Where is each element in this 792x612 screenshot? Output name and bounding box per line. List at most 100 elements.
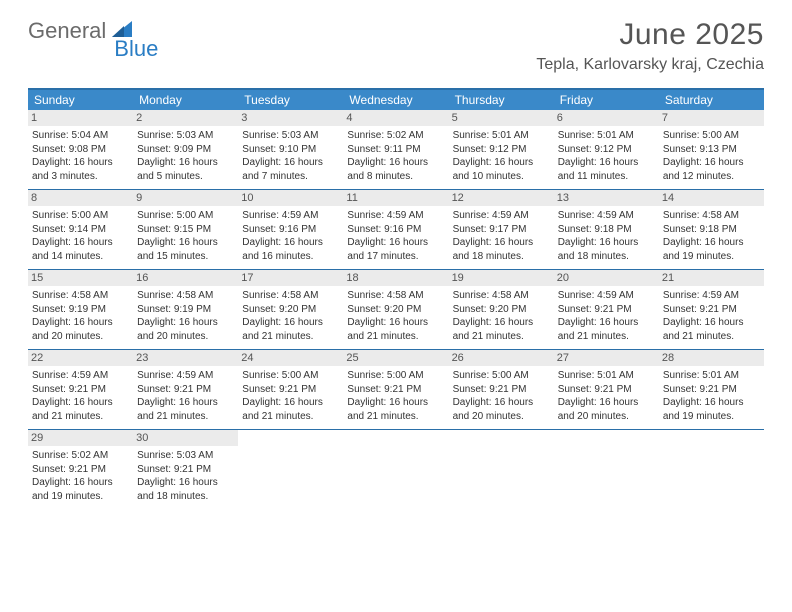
calendar-cell: 12Sunrise: 4:59 AMSunset: 9:17 PMDayligh… [449,190,554,269]
day-number: 20 [554,270,659,286]
day-number: 22 [28,350,133,366]
day-number: 11 [343,190,448,206]
sunset-line: Sunset: 9:20 PM [242,303,339,317]
dayhead-tuesday: Tuesday [238,90,343,110]
sunrise-line: Sunrise: 4:58 AM [347,289,444,303]
sunrise-line: Sunrise: 4:58 AM [32,289,129,303]
sunrise-line: Sunrise: 4:59 AM [558,209,655,223]
sunset-line: Sunset: 9:21 PM [558,303,655,317]
sunrise-line: Sunrise: 5:01 AM [558,129,655,143]
daylight-line: Daylight: 16 hours and 3 minutes. [32,156,129,183]
calendar-cell: 11Sunrise: 4:59 AMSunset: 9:16 PMDayligh… [343,190,448,269]
sunset-line: Sunset: 9:21 PM [347,383,444,397]
sunrise-line: Sunrise: 5:01 AM [558,369,655,383]
daylight-line: Daylight: 16 hours and 11 minutes. [558,156,655,183]
sunset-line: Sunset: 9:21 PM [32,383,129,397]
sunset-line: Sunset: 9:14 PM [32,223,129,237]
calendar-cell [554,430,659,509]
sunset-line: Sunset: 9:10 PM [242,143,339,157]
sunset-line: Sunset: 9:08 PM [32,143,129,157]
day-number: 14 [659,190,764,206]
sunrise-line: Sunrise: 5:00 AM [242,369,339,383]
sunset-line: Sunset: 9:19 PM [32,303,129,317]
header: General Blue June 2025 Tepla, Karlovarsk… [0,0,792,82]
calendar-cell: 25Sunrise: 5:00 AMSunset: 9:21 PMDayligh… [343,350,448,429]
sunset-line: Sunset: 9:15 PM [137,223,234,237]
sunrise-line: Sunrise: 5:00 AM [453,369,550,383]
sunrise-line: Sunrise: 5:03 AM [242,129,339,143]
daylight-line: Daylight: 16 hours and 21 minutes. [242,316,339,343]
sunset-line: Sunset: 9:18 PM [558,223,655,237]
sunset-line: Sunset: 9:20 PM [347,303,444,317]
calendar-cell [238,430,343,509]
sunrise-line: Sunrise: 4:58 AM [137,289,234,303]
sunrise-line: Sunrise: 4:59 AM [32,369,129,383]
day-number: 3 [238,110,343,126]
sunset-line: Sunset: 9:19 PM [137,303,234,317]
daylight-line: Daylight: 16 hours and 21 minutes. [137,396,234,423]
sunrise-line: Sunrise: 5:03 AM [137,129,234,143]
sunrise-line: Sunrise: 5:04 AM [32,129,129,143]
calendar-cell: 21Sunrise: 4:59 AMSunset: 9:21 PMDayligh… [659,270,764,349]
day-number: 26 [449,350,554,366]
calendar-cell: 4Sunrise: 5:02 AMSunset: 9:11 PMDaylight… [343,110,448,189]
sunrise-line: Sunrise: 5:02 AM [32,449,129,463]
sunset-line: Sunset: 9:21 PM [242,383,339,397]
day-number: 2 [133,110,238,126]
daylight-line: Daylight: 16 hours and 5 minutes. [137,156,234,183]
day-number: 10 [238,190,343,206]
sunset-line: Sunset: 9:21 PM [137,383,234,397]
sunrise-line: Sunrise: 4:58 AM [242,289,339,303]
daylight-line: Daylight: 16 hours and 8 minutes. [347,156,444,183]
sunset-line: Sunset: 9:13 PM [663,143,760,157]
calendar-cell: 1 Sunrise: 5:04 AMSunset: 9:08 PMDaylight… [28,110,133,189]
day-number: 25 [343,350,448,366]
sunset-line: Sunset: 9:21 PM [453,383,550,397]
sunset-line: Sunset: 9:11 PM [347,143,444,157]
calendar-cell: 27Sunrise: 5:01 AMSunset: 9:21 PMDayligh… [554,350,659,429]
dayhead-sunday: Sunday [28,90,133,110]
week-row: 15Sunrise: 4:58 AMSunset: 9:19 PMDayligh… [28,270,764,350]
calendar-cell: 19Sunrise: 4:58 AMSunset: 9:20 PMDayligh… [449,270,554,349]
sunset-line: Sunset: 9:18 PM [663,223,760,237]
daylight-line: Daylight: 16 hours and 18 minutes. [558,236,655,263]
sunset-line: Sunset: 9:21 PM [663,383,760,397]
sunset-line: Sunset: 9:09 PM [137,143,234,157]
calendar-cell: 8Sunrise: 5:00 AMSunset: 9:14 PMDaylight… [28,190,133,269]
sunrise-line: Sunrise: 5:01 AM [663,369,760,383]
calendar-cell: 6Sunrise: 5:01 AMSunset: 9:12 PMDaylight… [554,110,659,189]
sunset-line: Sunset: 9:20 PM [453,303,550,317]
sunset-line: Sunset: 9:12 PM [558,143,655,157]
calendar-cell: 15 Sunrise: 4:58 AMSunset: 9:19 PMDayligh… [28,270,133,349]
day-number: 15 [28,270,133,286]
calendar-cell [449,430,554,509]
sunrise-line: Sunrise: 5:01 AM [453,129,550,143]
dayhead-thursday: Thursday [449,90,554,110]
sunrise-line: Sunrise: 4:59 AM [453,209,550,223]
daylight-line: Daylight: 16 hours and 20 minutes. [32,316,129,343]
day-number: 18 [343,270,448,286]
daylight-line: Daylight: 16 hours and 20 minutes. [558,396,655,423]
calendar-cell: 26 Sunrise: 5:00 AMSunset: 9:21 PMDayligh… [449,350,554,429]
calendar-cell: 18Sunrise: 4:58 AMSunset: 9:20 PMDayligh… [343,270,448,349]
day-number: 1 [28,110,133,126]
calendar-cell: 3Sunrise: 5:03 AMSunset: 9:10 PMDaylight… [238,110,343,189]
week-row: 22Sunrise: 4:59 AMSunset: 9:21 PMDayligh… [28,350,764,430]
sunset-line: Sunset: 9:12 PM [453,143,550,157]
day-number: 21 [659,270,764,286]
title-block: June 2025 Tepla, Karlovarsky kraj, Czech… [536,18,764,74]
day-number: 16 [133,270,238,286]
daylight-line: Daylight: 16 hours and 19 minutes. [663,236,760,263]
daylight-line: Daylight: 16 hours and 20 minutes. [453,396,550,423]
daylight-line: Daylight: 16 hours and 19 minutes. [32,476,129,503]
calendar-cell: 9Sunrise: 5:00 AMSunset: 9:15 PMDaylight… [133,190,238,269]
weeks-container: 1Sunrise: 5:04 AMSunset: 9:08 PMDaylight… [28,110,764,509]
sunset-line: Sunset: 9:17 PM [453,223,550,237]
day-number: 24 [238,350,343,366]
sunrise-line: Sunrise: 5:03 AM [137,449,234,463]
day-number: 23 [133,350,238,366]
sunrise-line: Sunrise: 4:58 AM [453,289,550,303]
calendar-cell: 13Sunrise: 4:59 AMSunset: 9:18 PMDayligh… [554,190,659,269]
sunrise-line: Sunrise: 4:59 AM [663,289,760,303]
day-number: 27 [554,350,659,366]
